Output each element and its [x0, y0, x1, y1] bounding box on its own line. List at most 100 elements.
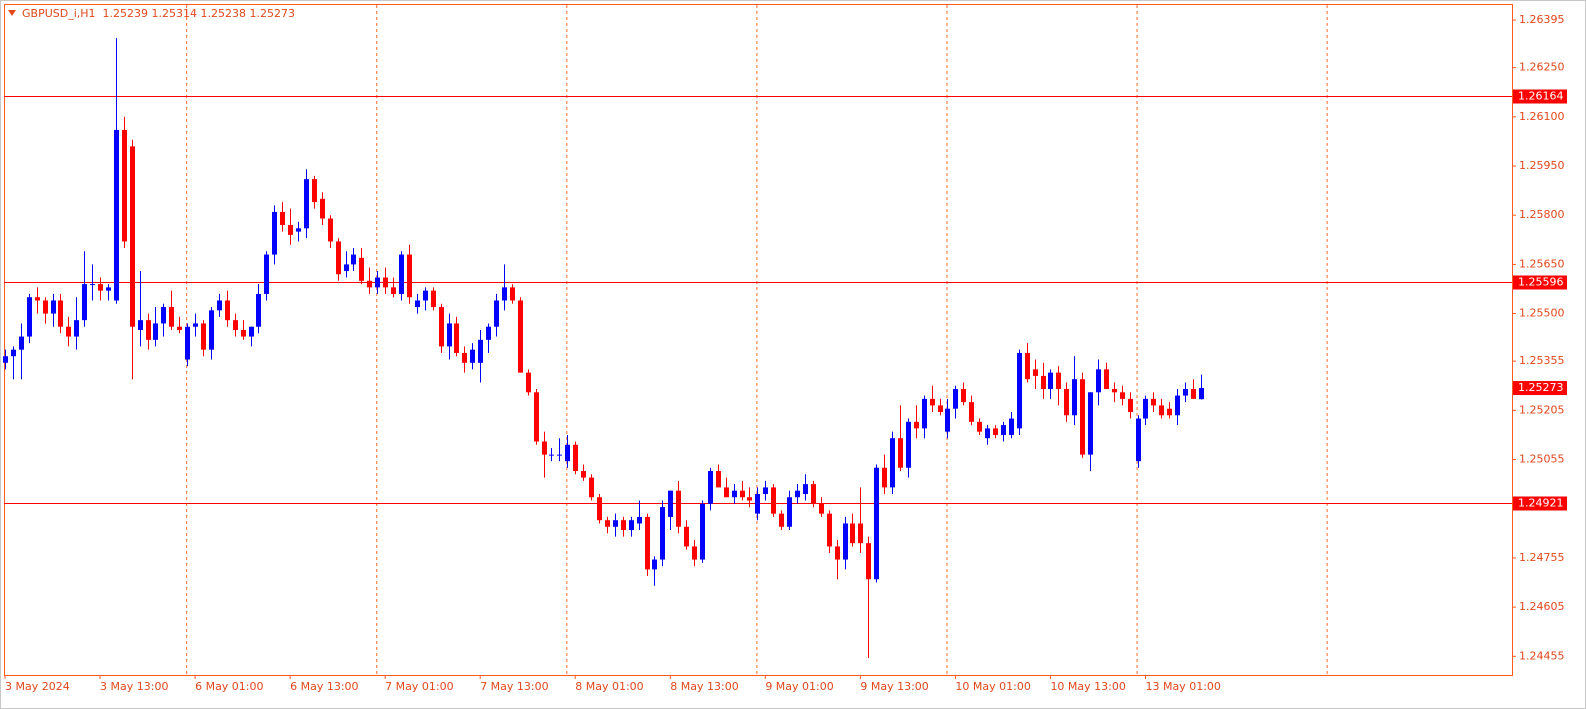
y-tick-label: 1.25055 — [1519, 453, 1565, 466]
candle-body — [114, 129, 119, 301]
candle-body — [233, 320, 238, 330]
candle-body — [803, 484, 808, 494]
candle-body — [367, 280, 372, 288]
candle-body — [510, 287, 515, 301]
candle-body — [217, 300, 222, 311]
candle-body — [256, 293, 261, 327]
candle-body — [660, 507, 665, 560]
candle-body — [882, 467, 887, 488]
candle-body — [930, 398, 935, 406]
candle-body — [763, 487, 768, 494]
x-tick-label: 10 May 01:00 — [955, 680, 1030, 693]
candle-body — [19, 336, 24, 350]
candle-body — [779, 513, 784, 527]
candle-body — [542, 441, 547, 455]
candle-body — [1136, 418, 1141, 462]
x-tick-label: 9 May 01:00 — [765, 680, 833, 693]
candle-body — [716, 471, 721, 488]
candle-body — [35, 297, 40, 301]
y-tick-label: 1.24755 — [1519, 551, 1565, 564]
candle-body — [423, 290, 428, 301]
candle-body — [898, 438, 903, 468]
header-high: 1.25314 — [152, 7, 198, 20]
candle-body — [249, 326, 254, 337]
candle-body — [732, 490, 737, 498]
candle-body — [1017, 352, 1022, 429]
candle-body — [581, 471, 586, 478]
candle-body — [383, 277, 388, 288]
candle-body — [304, 179, 309, 229]
y-tick-label: 1.25500 — [1519, 307, 1565, 320]
candle-body — [573, 444, 578, 472]
candle-body — [740, 490, 745, 498]
candle-body — [146, 320, 151, 340]
candle-body — [312, 179, 317, 203]
candle-body — [1064, 389, 1069, 416]
candle-body — [225, 300, 230, 321]
candle-body — [668, 490, 673, 517]
x-tick-label: 13 May 01:00 — [1145, 680, 1220, 693]
collapse-icon[interactable] — [8, 10, 16, 16]
candle-body — [1056, 372, 1061, 390]
candle-body — [676, 490, 681, 527]
candle-body — [1025, 352, 1030, 380]
candle-body — [272, 211, 277, 255]
x-tick-label: 9 May 13:00 — [860, 680, 928, 693]
candle-body — [280, 211, 285, 226]
candle-body — [1159, 405, 1164, 416]
candle-body — [201, 323, 206, 350]
candle-body — [494, 300, 499, 327]
candle-body — [637, 516, 642, 524]
y-tick-label: 1.26395 — [1519, 13, 1565, 26]
candle-body — [478, 339, 483, 363]
candle-body — [502, 287, 507, 301]
candle-body — [439, 307, 444, 347]
chart-header: GBPUSD_i,H1 1.25239 1.25314 1.25238 1.25… — [22, 7, 295, 20]
candle-body — [771, 487, 776, 514]
candle-body — [486, 326, 491, 340]
candle-body — [621, 520, 626, 531]
candle-body — [1080, 379, 1085, 455]
y-tick-label: 1.25205 — [1519, 403, 1565, 416]
candle-body — [138, 320, 143, 330]
candle-body — [700, 503, 705, 560]
horizontal-line-label-bg — [1513, 89, 1567, 104]
candle-body — [645, 516, 650, 570]
horizontal-line-label-bg — [1513, 496, 1567, 511]
candle-body — [613, 520, 618, 527]
candle-body — [74, 320, 79, 337]
candle-body — [264, 254, 269, 294]
candle-body — [359, 257, 364, 281]
candle-body — [1199, 388, 1204, 400]
candle-body — [684, 526, 689, 547]
candle-body — [843, 523, 848, 560]
y-tick-label: 1.25650 — [1519, 257, 1565, 270]
candle-body — [193, 323, 198, 327]
candle-body — [692, 546, 697, 560]
candle-body — [177, 326, 182, 330]
candle-body — [589, 477, 594, 498]
candle-body — [787, 497, 792, 527]
y-tick-label: 1.25355 — [1519, 354, 1565, 367]
candle-body — [747, 497, 752, 501]
candle-body — [328, 218, 333, 242]
horizontal-line-label: 1.25596 — [1518, 276, 1564, 289]
candle-body — [391, 287, 396, 294]
candle-body — [90, 284, 95, 286]
candle-body — [906, 421, 911, 468]
candle-body — [1048, 372, 1053, 390]
candle-body — [241, 329, 246, 337]
candle-body — [185, 326, 190, 360]
candle-body — [866, 543, 871, 580]
candle-body — [526, 372, 531, 393]
candle-body — [953, 389, 958, 409]
header-low: 1.25238 — [201, 7, 247, 20]
x-tick-label: 8 May 13:00 — [670, 680, 738, 693]
candle-body — [890, 438, 895, 488]
candle-body — [914, 421, 919, 429]
candle-body — [708, 471, 713, 504]
candle-body — [1143, 398, 1148, 419]
candle-body — [58, 300, 63, 327]
y-tick-label: 1.24455 — [1519, 649, 1565, 662]
